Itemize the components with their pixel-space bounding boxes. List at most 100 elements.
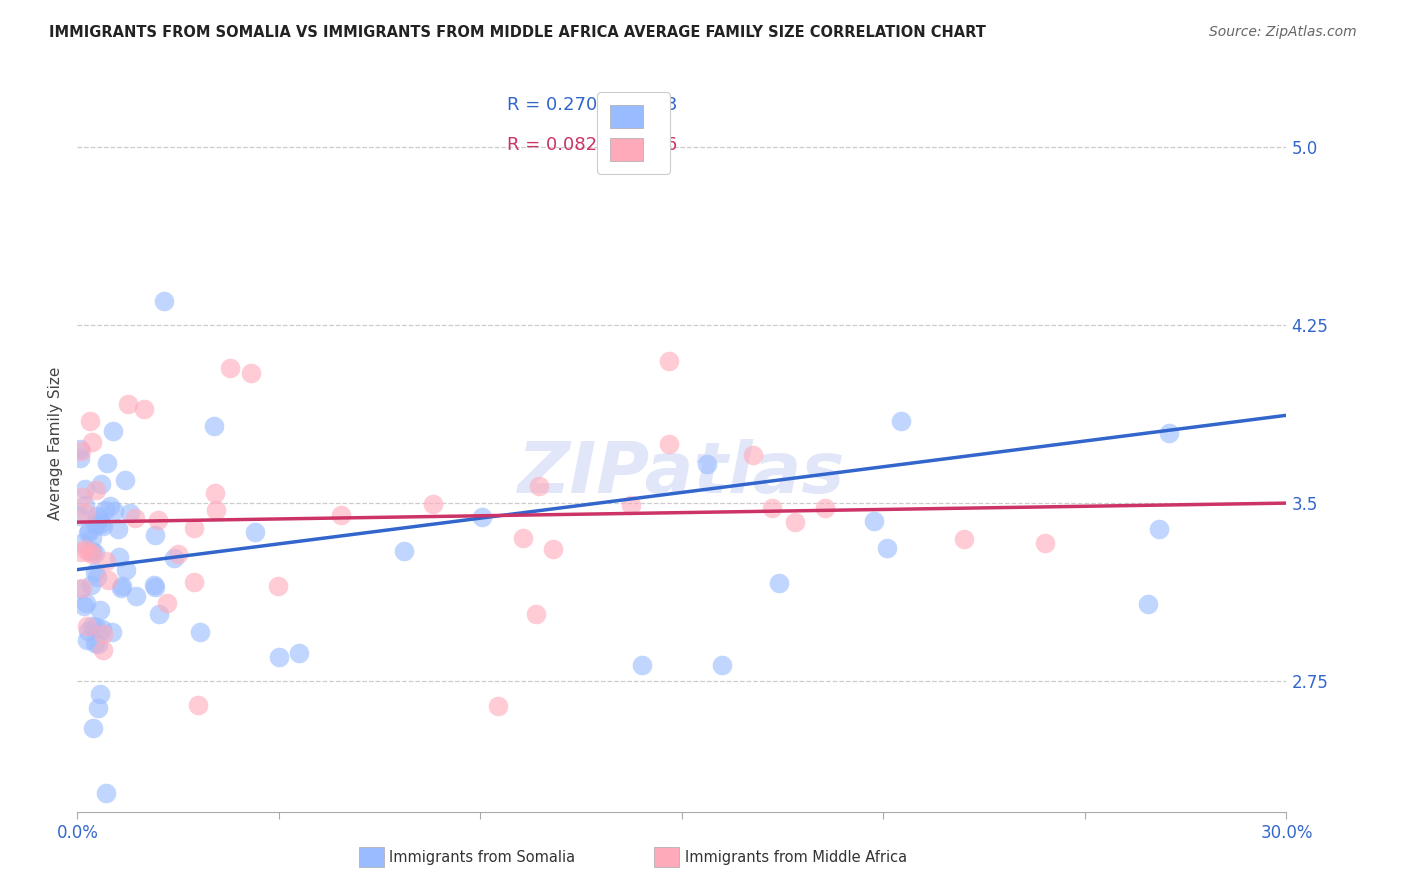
Point	[80, 578, 103, 592]
Point	[75, 596, 97, 610]
Point	[148, 513, 170, 527]
Point	[183, 521, 205, 535]
Text: IMMIGRANTS FROM SOMALIA VS IMMIGRANTS FROM MIDDLE AFRICA AVERAGE FAMILY SIZE COR: IMMIGRANTS FROM SOMALIA VS IMMIGRANTS FR…	[49, 25, 986, 40]
Point	[70, 443, 93, 458]
Point	[814, 500, 837, 515]
Point	[70, 490, 93, 504]
Point	[143, 580, 166, 594]
Point	[142, 578, 165, 592]
Point	[91, 622, 114, 636]
Point	[471, 510, 494, 524]
Point	[266, 579, 288, 593]
Text: Immigrants from Somalia: Immigrants from Somalia	[389, 850, 575, 864]
Point	[98, 499, 121, 513]
Point	[288, 646, 311, 660]
Point	[155, 596, 177, 610]
Point	[91, 626, 114, 640]
Point	[67, 508, 90, 523]
Point	[205, 503, 228, 517]
Point	[75, 482, 97, 496]
Point	[76, 624, 98, 638]
Point	[86, 570, 108, 584]
Point	[524, 607, 547, 622]
Point	[890, 414, 912, 428]
Point	[783, 515, 806, 529]
Point	[77, 545, 100, 559]
Point	[89, 603, 111, 617]
Point	[84, 565, 107, 579]
Point	[101, 425, 124, 439]
Point	[953, 532, 976, 546]
Point	[422, 497, 444, 511]
Point	[190, 624, 212, 639]
Point	[69, 450, 91, 465]
Point	[82, 531, 104, 545]
Point	[202, 419, 225, 434]
Point	[761, 500, 783, 515]
Point	[90, 516, 112, 531]
Point	[86, 509, 108, 524]
Point	[77, 525, 100, 540]
Point	[89, 687, 111, 701]
Point	[243, 524, 266, 539]
Text: Immigrants from Middle Africa: Immigrants from Middle Africa	[685, 850, 907, 864]
Point	[152, 294, 174, 309]
Point	[124, 511, 146, 525]
Point	[84, 635, 107, 649]
Point	[527, 479, 550, 493]
Point	[90, 476, 112, 491]
Point	[82, 619, 104, 633]
Point	[267, 650, 290, 665]
Point	[742, 448, 765, 462]
Point	[73, 498, 96, 512]
Point	[87, 511, 110, 525]
Point	[111, 579, 134, 593]
Point	[630, 657, 652, 672]
Text: R = 0.082   N = 46: R = 0.082 N = 46	[506, 136, 676, 154]
Point	[114, 473, 136, 487]
Point	[486, 699, 509, 714]
Point	[110, 581, 132, 595]
Point	[239, 366, 262, 380]
Point	[87, 701, 110, 715]
Text: ZIPatlas: ZIPatlas	[519, 439, 845, 508]
Point	[79, 414, 101, 428]
Point	[768, 576, 790, 591]
Point	[97, 573, 120, 587]
Point	[512, 532, 534, 546]
Point	[91, 643, 114, 657]
Point	[101, 625, 124, 640]
Point	[658, 437, 681, 451]
Point	[82, 721, 104, 735]
Point	[73, 541, 96, 556]
Point	[1137, 597, 1160, 611]
Point	[84, 483, 107, 498]
Point	[69, 442, 91, 456]
Point	[1147, 522, 1170, 536]
Point	[711, 657, 734, 672]
Point	[94, 786, 117, 800]
Point	[862, 514, 884, 528]
Point	[107, 522, 129, 536]
Point	[876, 541, 898, 556]
Point	[148, 607, 170, 621]
Point	[658, 353, 681, 368]
Point	[73, 599, 96, 613]
Legend: , : ,	[598, 92, 669, 174]
Point	[80, 544, 103, 558]
Point	[118, 506, 141, 520]
Point	[187, 698, 209, 712]
Point	[132, 402, 155, 417]
Point	[83, 516, 105, 531]
Point	[96, 456, 118, 470]
Y-axis label: Average Family Size: Average Family Size	[48, 368, 63, 520]
Point	[1159, 426, 1181, 441]
Point	[143, 528, 166, 542]
Point	[75, 506, 97, 520]
Point	[696, 457, 718, 471]
Point	[86, 517, 108, 532]
Point	[329, 508, 352, 523]
Point	[1033, 536, 1056, 550]
Point	[86, 637, 108, 651]
Text: Source: ZipAtlas.com: Source: ZipAtlas.com	[1209, 25, 1357, 39]
